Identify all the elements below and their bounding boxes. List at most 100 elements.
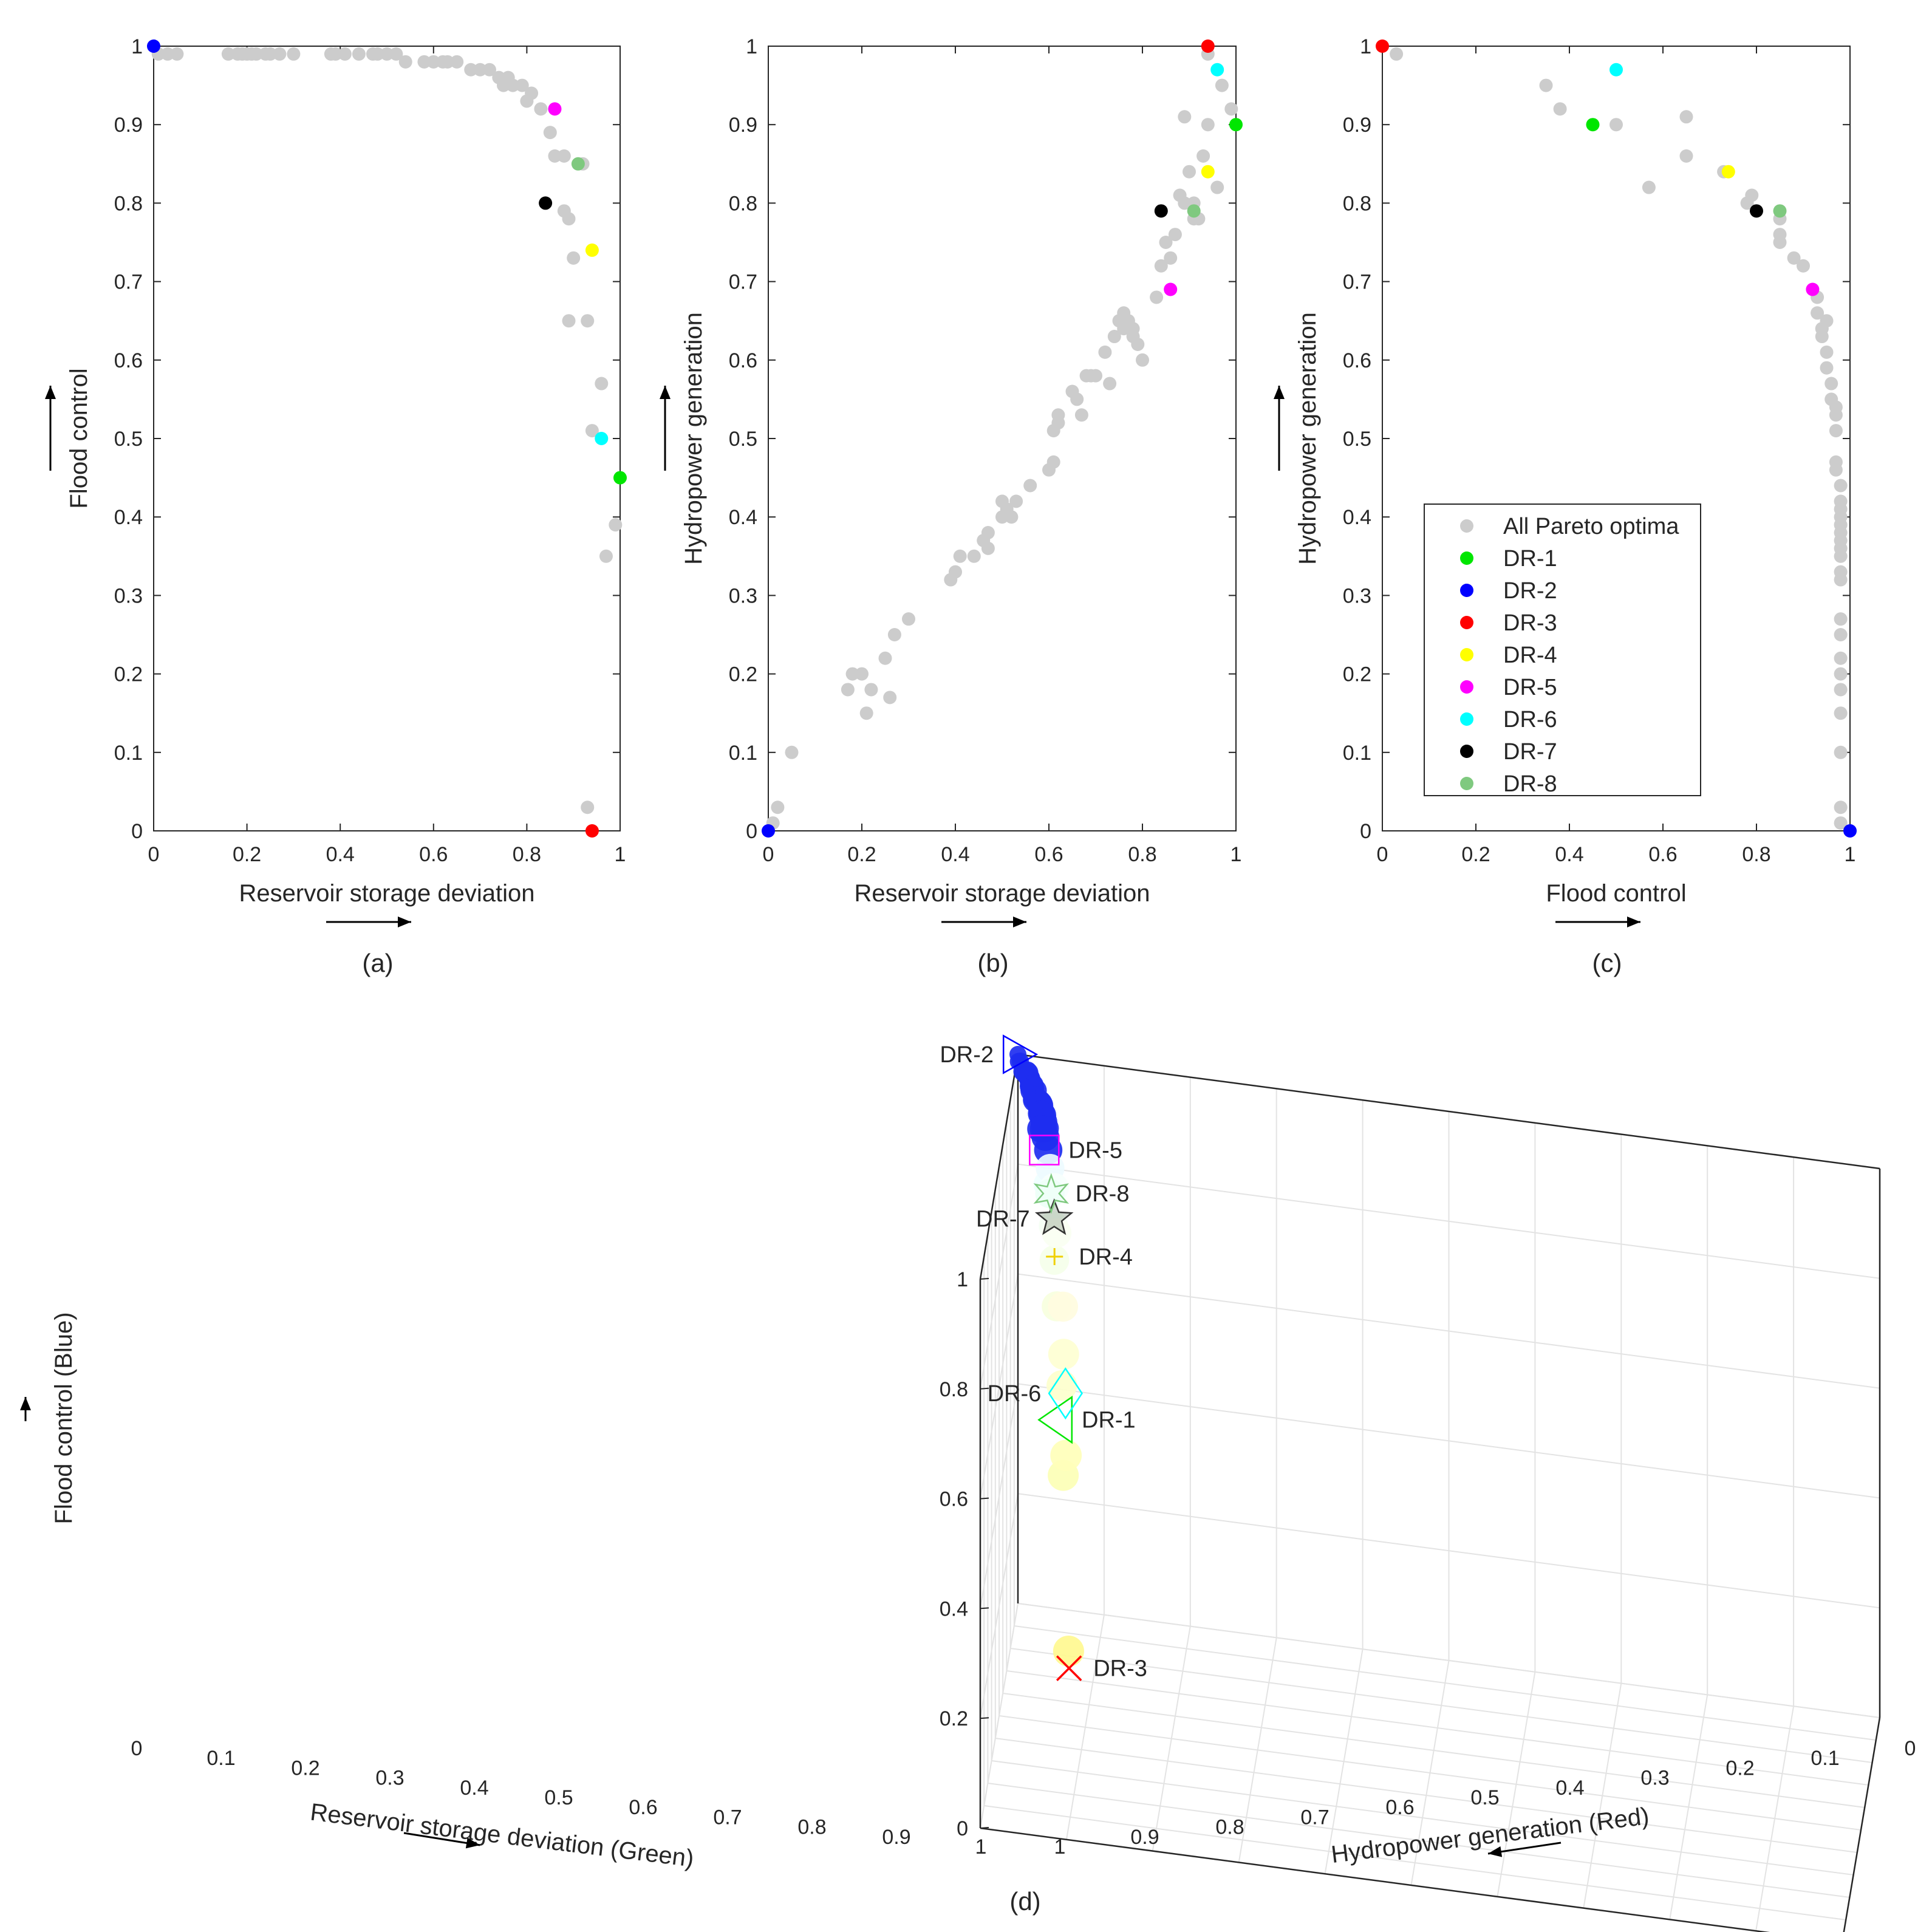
pareto-point (581, 800, 595, 814)
y-tick-label: 0.6 (729, 349, 757, 372)
x-axis-arrow-head (398, 917, 411, 927)
storage-tick-label: 1 (975, 1835, 987, 1859)
pareto-point (1126, 322, 1140, 336)
point-dr-8 (1187, 204, 1201, 218)
y-axis-arrow (1274, 386, 1285, 471)
point-dr-2 (1843, 824, 1857, 838)
pareto-point (1215, 78, 1229, 92)
point-3d (1035, 1178, 1065, 1209)
legend-entry: DR-8 (1503, 771, 1557, 797)
point-dr-7 (539, 196, 553, 210)
pareto-point (1553, 102, 1567, 116)
pareto-point (1098, 345, 1112, 359)
box-edge (1017, 1053, 1880, 1170)
floor-grid-line (1497, 1671, 1536, 1897)
point-dr-3 (1376, 39, 1389, 53)
pareto-point (398, 55, 412, 69)
marker-dr-7 (1034, 1198, 1074, 1235)
y-tick-label: 0.5 (729, 428, 757, 451)
y-tick-label: 0.7 (729, 271, 757, 294)
storage-tick-label: 0.2 (291, 1756, 319, 1780)
pareto-point (771, 800, 785, 814)
pareto-point (1005, 510, 1019, 524)
y-tick-label: 0.8 (729, 192, 757, 215)
label-dr-8: DR-8 (1076, 1181, 1130, 1207)
pareto-point (1168, 228, 1182, 242)
pareto-point (417, 55, 431, 69)
z-tick-label: 1 (957, 1268, 968, 1291)
legend: All Pareto optima DR-1 DR-2 DR-3 DR-4 DR-5 DR-… (1424, 503, 1701, 797)
x-axis-arrow (326, 917, 411, 927)
pareto-point (595, 377, 609, 391)
pareto-point (1046, 455, 1060, 469)
x-tick-label: 0.6 (1648, 843, 1677, 866)
y-axis-label: Flood control (66, 368, 92, 508)
hydro-tick-label: 0.6 (1385, 1796, 1414, 1819)
wall-grid-line (980, 1384, 1019, 1609)
point-dr-5 (548, 102, 562, 116)
pareto-point (859, 706, 873, 720)
pareto-point (1834, 800, 1848, 814)
legend-marker (1460, 680, 1473, 694)
storage-axis-arrow-head (465, 1837, 480, 1849)
legend-entry: All Pareto optima (1503, 514, 1679, 539)
point-3d (1048, 1339, 1079, 1370)
floor-grid-line (1410, 1660, 1450, 1886)
pareto-point (1210, 180, 1224, 194)
hydro-tick-label: 0.7 (1300, 1806, 1329, 1829)
hydro-axis-arrow-head (1488, 1846, 1503, 1857)
legend-marker (1460, 551, 1473, 565)
pareto-point (450, 55, 464, 69)
pareto-point (1815, 322, 1829, 336)
wall-grid-line (1017, 1493, 1880, 1609)
z-tick-label: 0.6 (940, 1488, 968, 1511)
y-axis-arrow-head (45, 386, 56, 399)
point-dr-4 (1721, 165, 1735, 179)
pareto-point (1820, 361, 1834, 375)
y-tick-label: 0.1 (114, 742, 143, 765)
z-tick-mark (980, 1387, 989, 1390)
y-tick-label: 0.4 (114, 506, 143, 529)
y-axis-label: Hydropower generation (680, 312, 707, 565)
y-tick-label: 0.1 (729, 742, 757, 765)
pareto-point (1834, 745, 1848, 759)
axis-line (1843, 1717, 1881, 1932)
hydro-tick-label: 0.5 (1470, 1786, 1499, 1809)
pareto-point (878, 651, 892, 665)
x-axis-arrow (941, 917, 1026, 927)
y-tick-label: 0.6 (1343, 349, 1371, 372)
point-dr-4 (1201, 165, 1215, 179)
y-tick-label: 0.1 (1343, 742, 1371, 765)
label-dr-6: DR-6 (988, 1381, 1042, 1407)
hydro-tick-label: 0.3 (1640, 1767, 1669, 1790)
y-tick-label: 0.7 (1343, 271, 1371, 294)
panel-label: (c) (1592, 949, 1622, 977)
wall-grid-line (1017, 1273, 1880, 1389)
x-tick-label: 0.4 (326, 843, 355, 866)
pareto-point (887, 628, 901, 641)
pareto-point (1164, 251, 1178, 265)
pareto-point (1834, 479, 1848, 493)
storage-tick-label: 0.9 (882, 1826, 910, 1849)
label-dr-3: DR-3 (1093, 1656, 1147, 1682)
storage-tick-label: 0.4 (460, 1777, 488, 1800)
pareto-point (949, 565, 962, 579)
pareto-point (557, 149, 571, 163)
x-axis-label: Flood control (1546, 880, 1686, 907)
storage-tick-label: 0 (131, 1737, 143, 1760)
pareto-point (221, 47, 235, 61)
pareto-point (1834, 612, 1848, 626)
pareto-point (1103, 377, 1117, 391)
x-tick-label: 0 (1377, 843, 1388, 866)
pareto-point (287, 47, 301, 61)
pareto-point (1811, 306, 1824, 320)
y-tick-label: 0 (1360, 820, 1371, 843)
pareto-point (585, 424, 599, 438)
x-tick-label: 0.2 (233, 843, 261, 866)
floor-grid-line (984, 1805, 1846, 1920)
y-tick-label: 0.3 (729, 584, 757, 607)
x-tick-label: 0.8 (513, 843, 541, 866)
x-tick-label: 1 (1231, 843, 1242, 866)
point-dr-7 (1154, 204, 1168, 218)
point-dr-4 (585, 243, 599, 257)
